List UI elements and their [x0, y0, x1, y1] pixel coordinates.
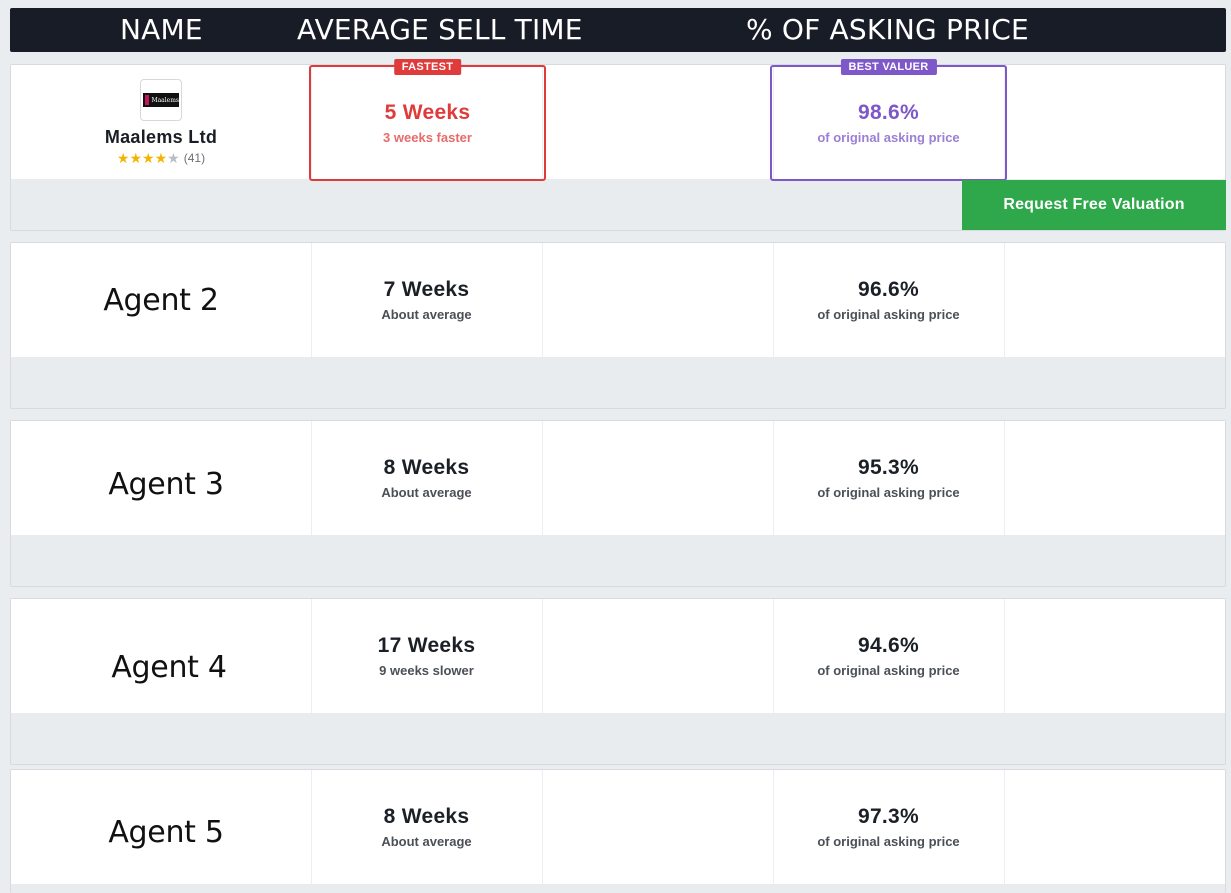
featured-agent-card: Maalems Maalems Ltd ★ ★ ★ ★ ★ (41) FASTE…	[10, 59, 1226, 231]
asking-price-cell: 96.6% of original asking price	[773, 243, 1004, 357]
sell-time-note: 9 weeks slower	[379, 663, 474, 678]
agent-name[interactable]: Agent 5	[108, 814, 224, 850]
asking-price-value: 98.6%	[857, 101, 920, 124]
agent-info: Agent 3	[11, 421, 321, 535]
best-valuer-badge: BEST VALUER	[840, 59, 937, 75]
sell-time-cell: 17 Weeks 9 weeks slower	[311, 599, 542, 713]
agent-logo-text: Maalems	[151, 96, 179, 104]
agent-card: Agent 4 17 Weeks 9 weeks slower 94.6% of…	[10, 598, 1226, 765]
asking-price-note: of original asking price	[817, 663, 960, 678]
agent-rating: ★ ★ ★ ★ ★ (41)	[117, 151, 205, 165]
asking-price-cell: 97.3% of original asking price	[773, 770, 1004, 884]
best-valuer-box: BEST VALUER 98.6% of original asking pri…	[770, 59, 1007, 181]
agent-name[interactable]: Agent 4	[111, 649, 227, 685]
fastest-badge: FASTEST	[393, 59, 462, 75]
fastest-sell-time-box: FASTEST 5 Weeks 3 weeks faster	[309, 59, 546, 181]
star-filled-icon: ★	[154, 150, 168, 166]
agent-card-body: Agent 5 8 Weeks About average 97.3% of o…	[11, 770, 1225, 884]
review-count[interactable]: (41)	[183, 151, 206, 165]
sell-time-note: About average	[381, 485, 472, 500]
sell-time-note: About average	[381, 307, 472, 322]
sell-time-cell: 8 Weeks About average	[311, 421, 542, 535]
sell-time-note: 3 weeks faster	[383, 130, 472, 145]
asking-price-note: of original asking price	[817, 130, 960, 145]
table-header: NAME AVERAGE SELL TIME % OF ASKING PRICE	[10, 8, 1226, 52]
sell-time-value: 7 Weeks	[383, 278, 470, 301]
agent-card: Agent 5 8 Weeks About average 97.3% of o…	[10, 769, 1226, 893]
star-empty-icon: ★	[167, 150, 180, 166]
agent-logo[interactable]: Maalems	[140, 79, 182, 121]
agent-card-body: Agent 4 17 Weeks 9 weeks slower 94.6% of…	[11, 599, 1225, 713]
featured-agent-info: Maalems Maalems Ltd ★ ★ ★ ★ ★ (41)	[11, 65, 311, 179]
asking-price-note: of original asking price	[817, 834, 960, 849]
agent-name[interactable]: Agent 3	[108, 466, 224, 502]
sell-time-cell: 8 Weeks About average	[311, 770, 542, 884]
header-average-sell-time: AVERAGE SELL TIME	[297, 13, 583, 46]
header-percent-asking-price: % OF ASKING PRICE	[746, 13, 1029, 46]
asking-price-note: of original asking price	[817, 307, 960, 322]
asking-price-cell: 95.3% of original asking price	[773, 421, 1004, 535]
agent-card-body: Agent 2 7 Weeks About average 96.6% of o…	[11, 243, 1225, 357]
agent-card: Agent 3 8 Weeks About average 95.3% of o…	[10, 420, 1226, 587]
agent-info: Agent 5	[11, 770, 321, 884]
agent-name[interactable]: Maalems Ltd	[104, 127, 218, 147]
agent-card-body: Agent 3 8 Weeks About average 95.3% of o…	[11, 421, 1225, 535]
asking-price-value: 95.3%	[857, 456, 920, 479]
featured-card-body: Maalems Maalems Ltd ★ ★ ★ ★ ★ (41)	[11, 65, 1225, 179]
asking-price-value: 97.3%	[857, 805, 920, 828]
agent-info: Agent 4	[11, 599, 327, 713]
star-filled-icon: ★	[129, 150, 143, 166]
agent-card: Agent 2 7 Weeks About average 96.6% of o…	[10, 242, 1226, 409]
sell-time-value: 8 Weeks	[383, 456, 470, 479]
star-filled-icon: ★	[142, 150, 155, 166]
star-filled-icon: ★	[116, 150, 130, 166]
request-free-valuation-button[interactable]: Request Free Valuation	[962, 180, 1226, 230]
sell-time-note: About average	[381, 834, 472, 849]
agent-name[interactable]: Agent 2	[103, 282, 219, 318]
asking-price-cell: 94.6% of original asking price	[773, 599, 1004, 713]
sell-time-value: 8 Weeks	[383, 805, 470, 828]
sell-time-cell: 7 Weeks About average	[311, 243, 542, 357]
header-name: NAME	[120, 13, 203, 46]
sell-time-value: 5 Weeks	[384, 101, 471, 124]
sell-time-value: 17 Weeks	[377, 634, 476, 657]
asking-price-value: 94.6%	[857, 634, 920, 657]
agent-info: Agent 2	[11, 243, 311, 357]
asking-price-value: 96.6%	[857, 278, 920, 301]
asking-price-note: of original asking price	[817, 485, 960, 500]
